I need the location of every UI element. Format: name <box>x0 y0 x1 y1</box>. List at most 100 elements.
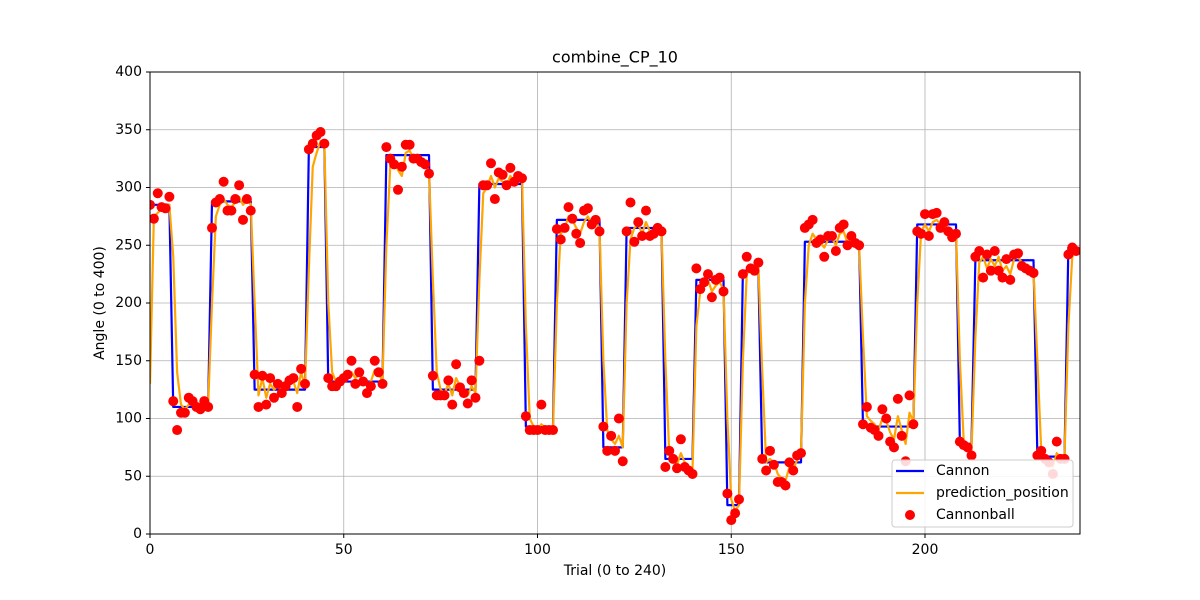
scatter-point <box>424 168 434 179</box>
scatter-point <box>617 456 628 467</box>
scatter-point <box>567 213 578 224</box>
scatter-point <box>536 399 547 410</box>
scatter-point <box>920 209 930 220</box>
scatter-point <box>672 463 682 474</box>
scatter-point <box>393 184 403 195</box>
legend-label: Cannon <box>936 463 990 479</box>
scatter-point <box>354 367 365 378</box>
y-tick-label: 200 <box>115 295 142 311</box>
scatter-point <box>404 139 415 150</box>
scatter-point <box>691 263 702 274</box>
scatter-point <box>439 390 450 401</box>
scatter-point <box>300 378 310 389</box>
scatter-point <box>660 462 671 473</box>
scatter-point <box>613 413 624 424</box>
scatter-point <box>734 494 744 505</box>
scatter-point <box>241 194 252 205</box>
legend-label: prediction_position <box>936 485 1069 501</box>
scatter-point <box>858 419 868 430</box>
scatter-point <box>1051 436 1062 447</box>
scatter-point <box>152 188 163 199</box>
scatter-point <box>722 488 733 499</box>
y-tick-label: 350 <box>115 122 142 138</box>
scatter-point <box>470 392 481 403</box>
scatter-point <box>699 277 710 288</box>
scatter-point <box>369 355 380 366</box>
scatter-point <box>342 369 353 380</box>
scatter-point <box>571 228 582 239</box>
scatter-point <box>265 373 276 384</box>
scatter-point <box>951 228 961 239</box>
scatter-point <box>551 224 562 235</box>
scatter-point <box>245 205 256 216</box>
scatter-point <box>908 419 919 430</box>
scatter-point <box>784 457 795 468</box>
scatter-point <box>606 430 617 441</box>
scatter-point <box>641 205 651 216</box>
scatter-point <box>377 378 388 389</box>
scatter-point <box>462 398 473 409</box>
y-tick-label: 300 <box>115 180 142 196</box>
scatter-point <box>807 214 818 225</box>
scatter-point <box>664 445 675 456</box>
scatter-point <box>389 159 400 170</box>
scatter-point <box>272 378 283 389</box>
scatter-point <box>687 468 698 479</box>
scatter-point <box>838 219 849 230</box>
scatter-point <box>796 448 806 459</box>
scatter-point <box>505 162 516 173</box>
scatter-point <box>827 231 837 242</box>
scatter-point <box>226 205 237 216</box>
scatter-point <box>292 401 303 412</box>
scatter-point <box>931 207 942 218</box>
scatter-point <box>1013 248 1023 259</box>
scatter-point <box>706 292 717 303</box>
scatter-point <box>1036 445 1047 456</box>
scatter-point <box>982 249 992 260</box>
scatter-point <box>501 180 512 191</box>
scatter-point <box>288 373 299 384</box>
scatter-point <box>881 413 892 424</box>
scatter-point <box>207 222 217 233</box>
scatter-point <box>1005 274 1016 285</box>
scatter-point <box>420 159 431 170</box>
y-tick-label: 150 <box>115 353 142 369</box>
scatter-point <box>172 425 183 436</box>
scatter-point <box>939 217 950 228</box>
scatter-point <box>249 369 260 380</box>
scatter-point <box>203 401 214 412</box>
scatter-point <box>753 257 764 268</box>
scatter-point <box>1028 267 1039 278</box>
scatter-point <box>555 234 566 245</box>
scatter-point <box>830 246 841 257</box>
scatter-point <box>482 180 493 191</box>
legend-label: Cannonball <box>936 507 1015 523</box>
scatter-point <box>497 169 508 180</box>
scatter-point <box>741 251 752 262</box>
scatter-point <box>602 445 613 456</box>
chart-title: combine_CP_10 <box>552 48 678 68</box>
scatter-point <box>668 453 679 464</box>
scatter-point <box>160 203 171 214</box>
scatter-point <box>637 231 648 242</box>
scatter-point <box>749 265 760 276</box>
scatter-point <box>257 370 268 381</box>
scatter-point <box>214 194 225 205</box>
scatter-point <box>458 388 469 399</box>
scatter-point <box>923 231 934 242</box>
scatter-point <box>381 142 392 153</box>
scatter-point <box>427 370 438 381</box>
scatter-point <box>718 286 729 297</box>
scatter-point <box>346 355 357 366</box>
scatter-point <box>373 367 384 378</box>
scatter-point <box>253 401 264 412</box>
scatter-point <box>768 459 779 470</box>
scatter-point <box>582 203 593 214</box>
scatter-point <box>621 226 632 237</box>
scatter-point <box>150 199 155 210</box>
scatter-point <box>610 445 620 456</box>
scatter-point <box>989 246 1000 257</box>
scatter-point <box>714 272 725 283</box>
scatter-point <box>532 425 543 436</box>
